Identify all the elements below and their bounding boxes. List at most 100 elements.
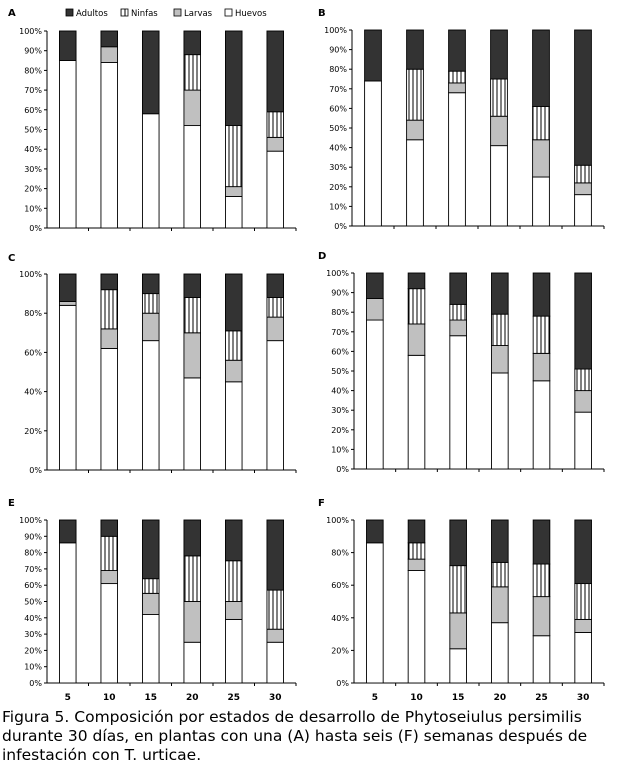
panel-d: D 0% 10% 20% 30% 40% 50% 60% 70% 80% 90% 100% (318, 251, 605, 474)
panel-label: E (8, 498, 15, 509)
bar-segment-adultos (224, 273, 243, 332)
bar-segment-larvas (266, 316, 285, 342)
legend-label-ninfas: Ninfas (131, 9, 158, 19)
bar-segment-ninfas (183, 297, 201, 334)
y-tick-label: 10% (331, 445, 349, 454)
bar-segment-larvas (141, 312, 160, 342)
bar-segment-ninfas (532, 315, 551, 354)
panel-b: B 0% 10% 20% 30% 40% 50% 60% 70% 80% 90% 100% (318, 8, 605, 231)
bar-segment-ninfas (183, 54, 201, 91)
bar-segment-adultos (266, 273, 285, 298)
bar-segment-huevos (491, 372, 509, 470)
bar-segment-ninfas (183, 555, 201, 602)
bar-segment-larvas (532, 139, 550, 178)
bar-segment-huevos (100, 62, 118, 229)
y-tick-label: 70% (331, 328, 349, 337)
panel-label: D (318, 251, 326, 262)
bar-segment-adultos (532, 29, 550, 107)
legend-label-adultos: Adultos (76, 9, 108, 19)
y-tick-label: 50% (329, 124, 347, 133)
bar-segment-larvas (183, 89, 201, 127)
bar-segment-adultos (574, 519, 592, 585)
bar-segment-larvas (224, 359, 243, 383)
bar-segment-ninfas (266, 111, 285, 138)
y-tick-label: 60% (24, 348, 42, 357)
y-tick-label: 70% (329, 85, 347, 94)
bar-segment-adultos (183, 273, 201, 298)
y-tick-label: 90% (331, 289, 349, 298)
bar-segment-huevos (59, 304, 77, 471)
x-tick-label: 10 (103, 693, 116, 703)
bar-segment-ninfas (266, 297, 285, 318)
y-tick-label: 90% (24, 47, 42, 56)
bar-segment-ninfas (532, 105, 550, 141)
bar-segment-ninfas (449, 303, 467, 321)
bar-segment-ninfas (574, 368, 592, 392)
bar-segment-adultos (59, 30, 77, 61)
bar-segment-adultos (490, 29, 508, 80)
y-tick-label: 50% (24, 126, 42, 135)
bar-segment-adultos (141, 273, 160, 295)
bar-segment-huevos (448, 92, 466, 227)
chart-panels: A0%10%20%30%40%50%60%70%80%90%100%B0%10%… (8, 8, 605, 703)
y-tick-label: 100% (326, 516, 349, 525)
panel-label: F (318, 498, 325, 509)
x-tick-label: 20 (494, 693, 507, 703)
panel-c: C 0% 20% 40% 60% 80% 100% (8, 253, 297, 475)
bar-segment-huevos (266, 150, 285, 229)
y-tick-label: 80% (24, 309, 42, 318)
bar-segment-huevos (59, 542, 77, 684)
legend-label-larvas: Larvas (184, 9, 213, 19)
bar-segment-adultos (59, 273, 77, 302)
y-tick-label: 70% (24, 86, 42, 95)
bar-segment-larvas (100, 328, 118, 349)
bar-segment-adultos (491, 272, 509, 315)
y-tick-label: 10% (24, 663, 42, 672)
bar-segment-larvas (490, 115, 508, 147)
bar-segment-adultos (141, 30, 160, 115)
bar-segment-adultos (532, 519, 551, 565)
y-tick-label: 80% (331, 308, 349, 317)
y-tick-label: 20% (24, 427, 42, 436)
y-tick-label: 30% (329, 163, 347, 172)
bar-segment-huevos (224, 196, 243, 229)
y-tick-label: 20% (331, 646, 349, 655)
bar-segment-huevos (183, 125, 201, 229)
legend-swatch-adultos (65, 8, 74, 17)
bar-segment-larvas (491, 586, 509, 624)
bar-segment-huevos (532, 176, 550, 227)
y-tick-label: 80% (331, 549, 349, 558)
bar-segment-larvas (532, 352, 551, 382)
bar-segment-huevos (364, 80, 382, 227)
bar-segment-adultos (449, 519, 467, 567)
legend: Adultos Ninfas Larvas Huevos (65, 8, 267, 19)
bar-segment-adultos (100, 273, 118, 291)
bar-segment-larvas (224, 601, 243, 620)
panel-e: E 0% 10% 20% 30% 40% 50% 60% 70% 80% 90% 100% 5 10 15 2… (8, 498, 297, 703)
bar-segment-adultos (574, 272, 592, 370)
panel-a: A 0% 10% 20% 30% 40% 50% 60% 70% 80% 90% 100% (8, 8, 297, 233)
x-tick-label: 25 (535, 693, 548, 703)
y-tick-label: 60% (24, 581, 42, 590)
bar-segment-larvas (59, 300, 77, 306)
y-tick-label: 60% (331, 347, 349, 356)
y-tick-label: 10% (24, 204, 42, 213)
y-tick-label: 0% (336, 465, 349, 474)
x-tick-label: 5 (372, 693, 378, 703)
bar-segment-ninfas (141, 578, 160, 594)
bar-segment-adultos (407, 519, 426, 544)
bar-segment-huevos (141, 113, 160, 229)
bar-segment-huevos (406, 139, 424, 227)
y-tick-label: 100% (326, 269, 349, 278)
bar-segment-adultos (100, 519, 118, 537)
bar-segment-huevos (141, 614, 160, 684)
bar-segment-ninfas (574, 164, 592, 184)
y-tick-label: 0% (29, 224, 42, 233)
chart-figure: Adultos Ninfas Larvas Huevos A 0% 10% 20% 30% 40… (8, 8, 605, 703)
y-tick-label: 30% (24, 630, 42, 639)
bar-segment-adultos (449, 272, 467, 305)
bar-segment-huevos (141, 340, 160, 471)
bar-segment-huevos (449, 335, 467, 470)
bar-segment-ninfas (141, 293, 160, 314)
